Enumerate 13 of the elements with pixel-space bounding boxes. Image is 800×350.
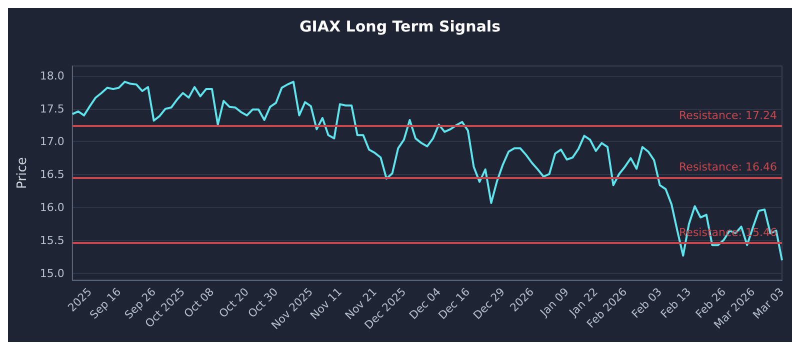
y-tick-label: 15.5: [40, 234, 64, 247]
ref-line-label: Resistance: 17.24: [679, 108, 777, 122]
y-tick-label: 16.0: [40, 201, 64, 214]
y-tick-label: 15.0: [40, 266, 64, 280]
line-series: [71, 80, 783, 262]
y-tick-label: 17.5: [40, 102, 64, 116]
y-tick-label: 16.5: [40, 168, 64, 182]
y-tick-label: 17.0: [40, 135, 64, 148]
x-tick-label: Dec 29: [470, 285, 508, 322]
ref-line-label: Resistance: 16.46: [679, 160, 777, 174]
y-tick-label: 18.0: [40, 69, 64, 82]
y-axis-title: Price: [15, 157, 30, 189]
chart-title: GIAX Long Term Signals: [299, 18, 501, 36]
